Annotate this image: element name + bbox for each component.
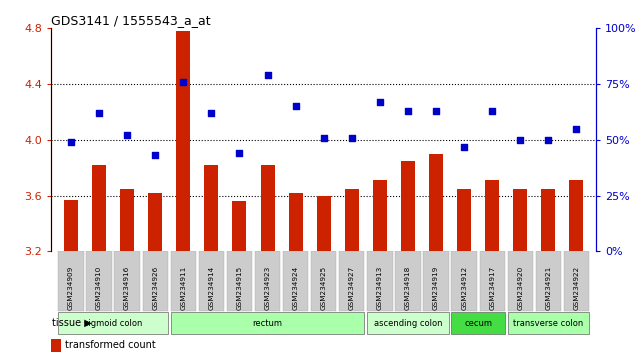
Bar <box>92 165 106 251</box>
Bar <box>288 193 303 251</box>
Point <box>403 108 413 114</box>
Bar <box>233 201 247 251</box>
Bar <box>513 189 528 251</box>
Point <box>487 108 497 114</box>
Bar <box>367 251 392 310</box>
Point <box>571 126 581 131</box>
Bar <box>451 312 505 335</box>
Bar <box>424 251 449 310</box>
Bar <box>87 251 112 310</box>
Bar <box>51 339 61 352</box>
Point <box>178 79 188 85</box>
Bar <box>429 154 443 251</box>
Bar <box>542 189 555 251</box>
Bar <box>311 251 337 310</box>
Point <box>459 144 469 149</box>
Bar <box>58 312 168 335</box>
Bar <box>317 195 331 251</box>
Text: transverse colon: transverse colon <box>513 319 583 327</box>
Text: GSM234925: GSM234925 <box>320 266 327 310</box>
Bar <box>120 189 134 251</box>
Text: GSM234923: GSM234923 <box>265 266 271 310</box>
Text: GSM234910: GSM234910 <box>96 266 102 310</box>
Text: GSM234921: GSM234921 <box>545 266 551 310</box>
Point <box>375 99 385 105</box>
Bar <box>199 251 224 310</box>
Bar <box>536 251 561 310</box>
Text: GSM234915: GSM234915 <box>237 266 242 310</box>
Bar <box>457 189 471 251</box>
Bar <box>148 193 162 251</box>
Text: GSM234912: GSM234912 <box>461 266 467 310</box>
Text: tissue ▶: tissue ▶ <box>52 318 92 328</box>
Bar <box>64 200 78 251</box>
Text: GSM234916: GSM234916 <box>124 266 130 310</box>
Text: GSM234909: GSM234909 <box>68 266 74 310</box>
Bar <box>367 312 449 335</box>
Bar <box>345 189 359 251</box>
Bar <box>479 251 505 310</box>
Bar <box>204 165 219 251</box>
Bar <box>227 251 252 310</box>
Point <box>206 110 217 116</box>
Point <box>319 135 329 141</box>
Bar <box>508 251 533 310</box>
Text: GSM234913: GSM234913 <box>377 266 383 310</box>
Text: transformed count: transformed count <box>65 340 156 350</box>
Bar <box>283 251 308 310</box>
Text: cecum: cecum <box>464 319 492 327</box>
Text: GDS3141 / 1555543_a_at: GDS3141 / 1555543_a_at <box>51 14 211 27</box>
Point <box>94 110 104 116</box>
Point <box>150 153 160 158</box>
Text: GSM234911: GSM234911 <box>180 266 187 310</box>
Bar <box>115 251 140 310</box>
Bar <box>485 180 499 251</box>
Bar <box>373 180 387 251</box>
Point <box>544 137 554 143</box>
Point <box>235 150 245 156</box>
Point <box>262 72 272 78</box>
Bar <box>569 180 583 251</box>
Point <box>347 135 357 141</box>
Bar <box>451 251 477 310</box>
Point <box>66 139 76 145</box>
Text: GSM234914: GSM234914 <box>208 266 214 310</box>
Point <box>515 137 526 143</box>
Point <box>431 108 441 114</box>
Bar <box>564 251 589 310</box>
Text: GSM234924: GSM234924 <box>293 266 299 310</box>
Point <box>122 132 132 138</box>
Bar <box>339 251 365 310</box>
Bar <box>171 251 196 310</box>
Text: GSM234920: GSM234920 <box>517 266 523 310</box>
Bar <box>171 312 365 335</box>
Text: GSM234919: GSM234919 <box>433 266 439 310</box>
Bar <box>58 251 83 310</box>
Text: GSM234927: GSM234927 <box>349 266 354 310</box>
Bar <box>401 161 415 251</box>
Bar <box>142 251 168 310</box>
Text: GSM234926: GSM234926 <box>152 266 158 310</box>
Bar <box>395 251 420 310</box>
Text: GSM234917: GSM234917 <box>489 266 495 310</box>
Point <box>290 103 301 109</box>
Text: GSM234922: GSM234922 <box>574 266 579 310</box>
Text: ascending colon: ascending colon <box>374 319 442 327</box>
Bar <box>260 165 274 251</box>
Text: GSM234918: GSM234918 <box>405 266 411 310</box>
Text: sigmoid colon: sigmoid colon <box>84 319 142 327</box>
Bar <box>255 251 280 310</box>
Text: rectum: rectum <box>253 319 283 327</box>
Bar <box>176 31 190 251</box>
Bar <box>508 312 589 335</box>
